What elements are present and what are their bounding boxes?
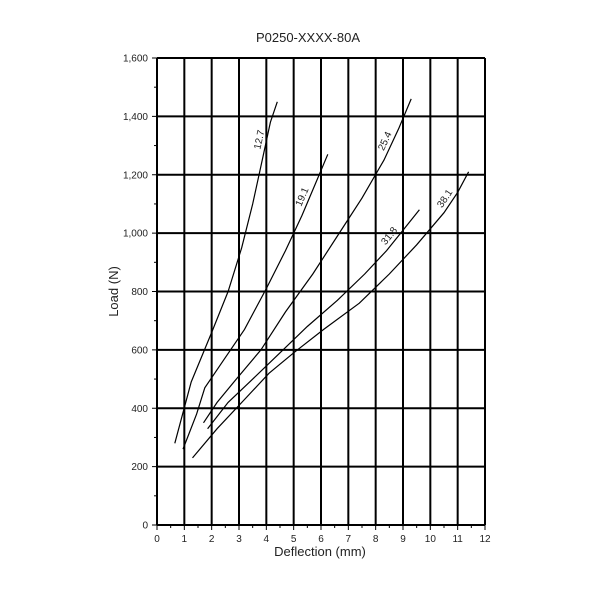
series-lines (174, 98, 470, 459)
series-label-31-8: 31.8 (379, 225, 400, 247)
chart-title: P0250-XXXX-80A (256, 30, 360, 45)
x-tick-label: 0 (154, 534, 160, 545)
series-label-12-7: 12.7 (253, 129, 268, 151)
x-tick-label: 7 (346, 534, 352, 545)
y-tick-label: 1,600 (123, 54, 148, 65)
x-tick-label: 11 (452, 534, 463, 545)
tick-labels: 0 1 2 3 4 5 6 7 8 9 10 11 1202004006008001,0001,2001… (123, 54, 491, 546)
y-tick-label: 0 (142, 521, 148, 532)
series-line-12-7 (174, 101, 278, 444)
series-labels: 12.7 19.1 25.4 31.8 38.1 (253, 129, 456, 248)
y-tick-label: 600 (131, 345, 148, 356)
x-tick-label: 12 (479, 534, 491, 545)
x-tick-label: 3 (236, 534, 242, 545)
y-tick-label: 1,400 (123, 112, 148, 123)
y-axis-title: Load (N) (106, 266, 121, 317)
y-tick-label: 800 (131, 287, 148, 298)
y-tick-label: 1,000 (123, 229, 148, 240)
grid (156, 57, 486, 526)
x-tick-label: 4 (264, 534, 270, 545)
y-tick-label: 200 (131, 462, 148, 473)
x-tick-label: 8 (373, 534, 379, 545)
series-line-31-8 (207, 209, 420, 430)
series-label-19-1: 19.1 (294, 186, 312, 209)
x-tick-label: 5 (291, 534, 297, 545)
series-line-19-1 (182, 154, 329, 450)
x-axis-title: Deflection (mm) (274, 544, 366, 559)
x-tick-label: 9 (400, 534, 406, 545)
x-tick-label: 10 (425, 534, 437, 545)
x-tick-label: 1 (182, 534, 188, 545)
series-line-38-1 (192, 171, 470, 459)
series-label-38-1: 38.1 (435, 187, 455, 210)
y-tick-label: 1,200 (123, 170, 148, 181)
axes (152, 57, 486, 530)
x-tick-label: 2 (209, 534, 215, 545)
x-tick-label: 6 (318, 534, 324, 545)
series-label-25-4: 25.4 (376, 130, 394, 153)
series-line-25-4 (203, 98, 412, 424)
y-tick-label: 400 (131, 404, 148, 415)
